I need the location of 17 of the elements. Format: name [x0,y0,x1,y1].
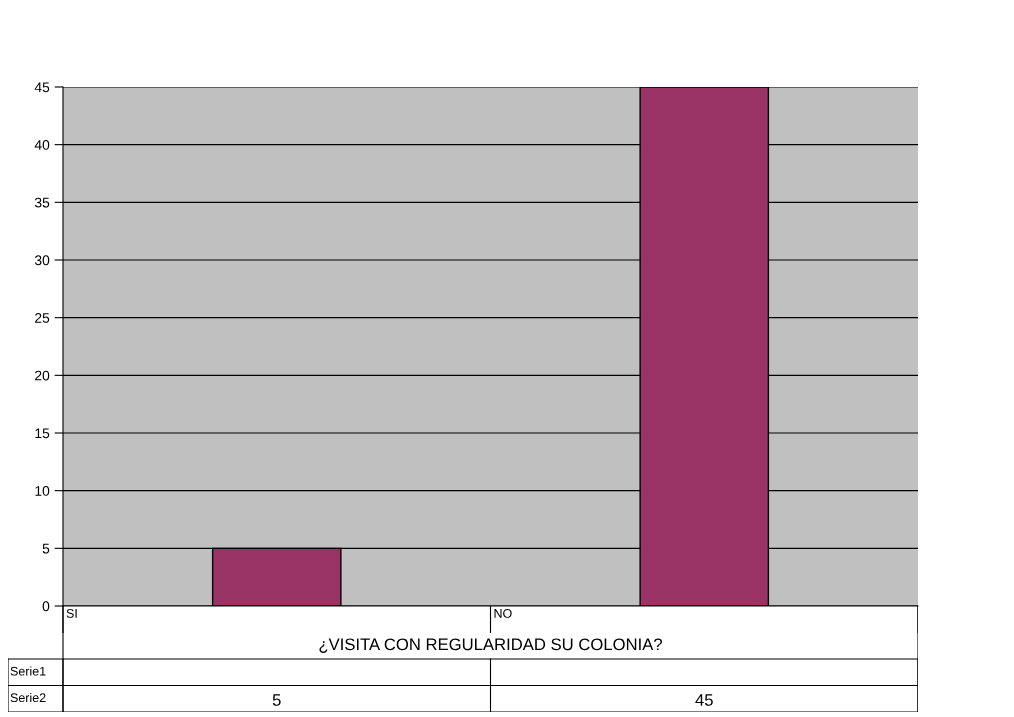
x-axis-title: ¿VISITA CON REGULARIDAD SU COLONIA? [319,638,662,653]
y-tick-label: 0 [42,601,50,612]
text: Serie1 [10,666,46,676]
y-tick-label: 5 [42,543,50,554]
y-tick-label: 15 [35,428,50,439]
y-tick-label: 10 [35,486,50,496]
x-tick-label: SI [66,608,77,618]
text: Serie2 [10,692,46,703]
x-tick-label: NO [494,608,512,618]
y-tick-label: 20 [35,370,50,381]
y-tick-label: 25 [35,313,50,323]
y-tick-label: 30 [34,255,50,266]
data-label: 45 [695,694,713,706]
y-tick-label: 45 [34,82,50,93]
y-tick-label: 35 [34,197,50,208]
y-tick-label: 40 [34,140,50,150]
data-label: 5 [272,694,281,706]
